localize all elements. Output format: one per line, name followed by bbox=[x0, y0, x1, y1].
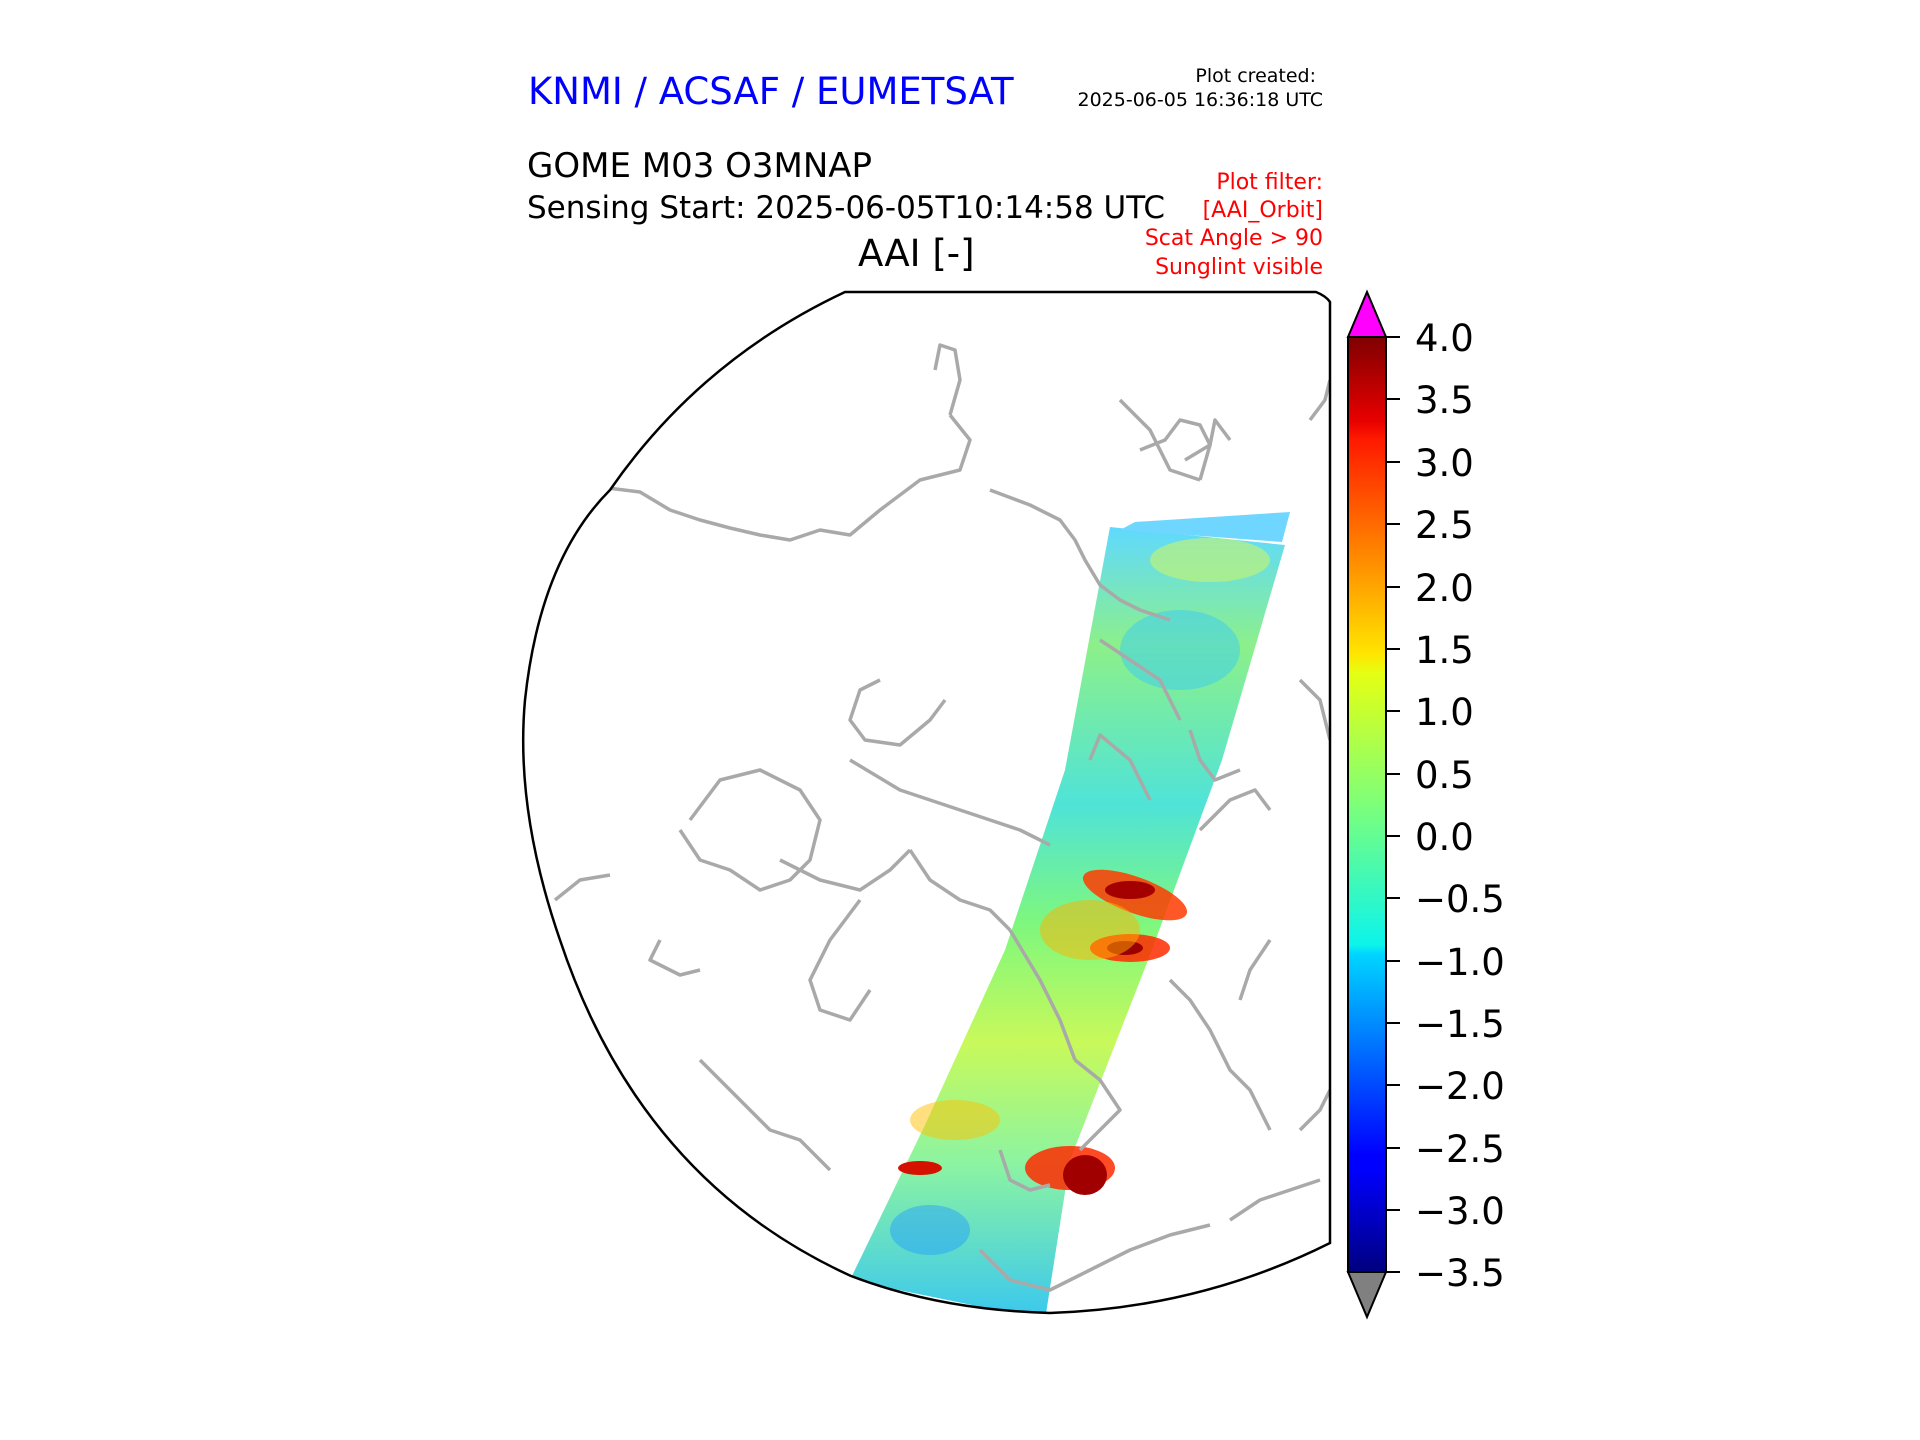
colorbar-tick-label: −1.5 bbox=[1415, 1003, 1505, 1046]
colorbar-tick-label: −3.5 bbox=[1415, 1252, 1505, 1295]
filter-line-orbit: [AAI_Orbit] bbox=[1202, 198, 1323, 223]
colorbar-tick-label: 2.0 bbox=[1415, 567, 1474, 610]
colorbar-tick-label: −0.5 bbox=[1415, 878, 1505, 921]
variable-title: AAI [-] bbox=[858, 232, 975, 275]
colorbar-tick-label: 1.0 bbox=[1415, 691, 1474, 734]
map-boundary bbox=[521, 290, 1332, 1315]
product-name: GOME M03 O3MNAP bbox=[527, 146, 873, 186]
colorbar-tick-label: 0.0 bbox=[1415, 816, 1474, 859]
colorbar-tick-label: 2.5 bbox=[1415, 504, 1474, 547]
colorbar-ticks bbox=[1386, 336, 1400, 1273]
coastlines bbox=[553, 343, 1330, 1292]
colorbar-tick-label: −2.5 bbox=[1415, 1128, 1505, 1171]
colorbar-tick-label: −3.0 bbox=[1415, 1190, 1505, 1233]
filter-line-sunglint: Sunglint visible bbox=[1155, 255, 1323, 280]
aai-swath bbox=[850, 512, 1290, 1313]
colorbar bbox=[1346, 289, 1400, 1320]
colorbar-tick-label: 3.0 bbox=[1415, 442, 1474, 485]
colorbar-gradient bbox=[1347, 336, 1387, 1273]
agency-title: KNMI / ACSAF / EUMETSAT bbox=[528, 70, 1014, 113]
colorbar-tick-label: 4.0 bbox=[1415, 317, 1474, 360]
sensing-start: Sensing Start: 2025-06-05T10:14:58 UTC bbox=[527, 190, 1165, 226]
filter-line-scat-angle: Scat Angle > 90 bbox=[1144, 226, 1323, 251]
colorbar-tick-label: −2.0 bbox=[1415, 1065, 1505, 1108]
colorbar-tick-label: −1.0 bbox=[1415, 941, 1505, 984]
colorbar-under-arrow bbox=[1346, 1271, 1388, 1320]
colorbar-over-arrow bbox=[1346, 289, 1388, 338]
colorbar-tick-label: 1.5 bbox=[1415, 629, 1474, 672]
colorbar-tick-label: 0.5 bbox=[1415, 754, 1474, 797]
colorbar-tick-label: 3.5 bbox=[1415, 379, 1474, 422]
filter-heading: Plot filter: bbox=[1216, 170, 1323, 195]
plot-created-label: Plot created: bbox=[1195, 65, 1316, 87]
map-area bbox=[523, 292, 1330, 1313]
plot-created-time: 2025-06-05 16:36:18 UTC bbox=[1077, 89, 1324, 111]
